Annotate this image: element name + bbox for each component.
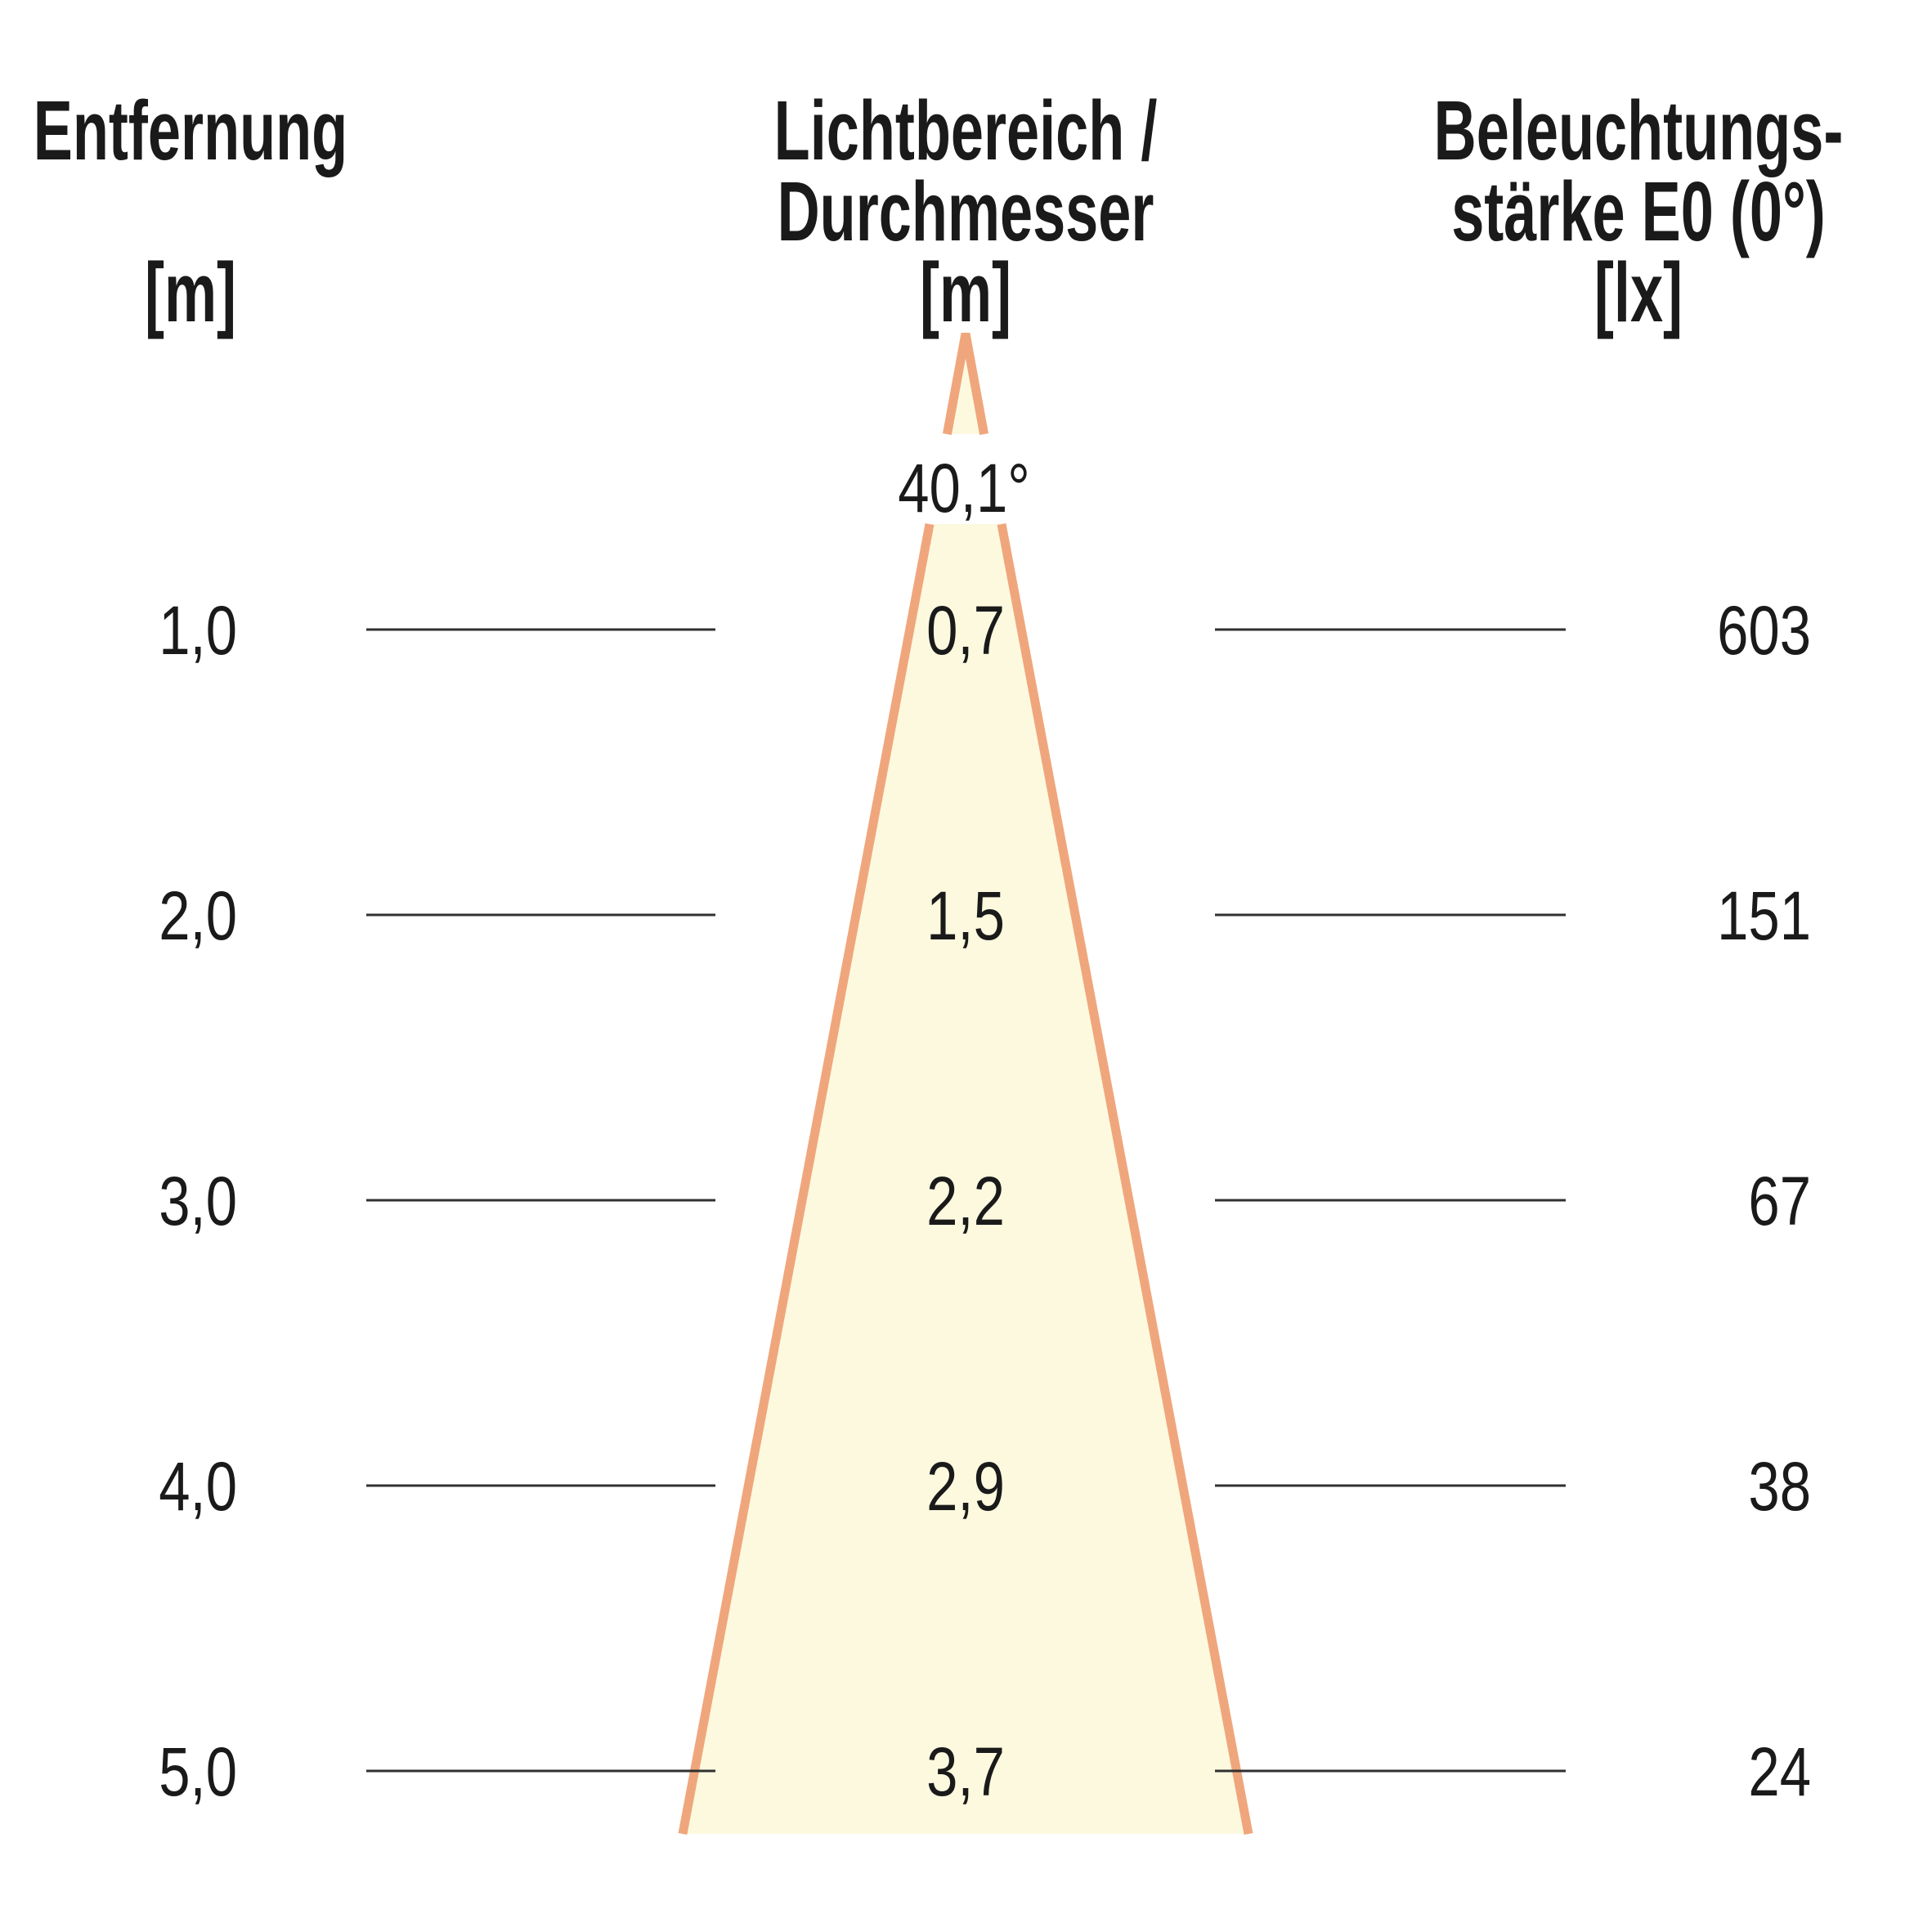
table-row: 4,0 2,9 38 — [159, 1449, 1811, 1526]
beam-angle-label: 40,1° — [898, 451, 1030, 527]
diameter-value: 2,2 — [926, 1163, 1005, 1240]
distance-value: 3,0 — [159, 1163, 237, 1240]
diameter-value: 2,9 — [926, 1449, 1005, 1526]
illuminance-column-title-line2: stärke E0 (0°) — [1451, 164, 1826, 258]
cone-apex-edges — [942, 333, 989, 435]
illuminance-column-title-line1: Beleuchtungs- — [1434, 83, 1844, 177]
distance-value: 2,0 — [159, 878, 237, 955]
cone-body-fill — [683, 524, 1248, 1834]
illuminance-value: 603 — [1717, 593, 1811, 670]
illuminance-value: 24 — [1748, 1734, 1811, 1811]
cone-left-edge — [678, 522, 935, 1836]
diameter-column-title-line1: Lichtbereich / — [774, 83, 1158, 177]
diameter-value: 1,5 — [926, 878, 1005, 955]
illuminance-value: 38 — [1748, 1449, 1811, 1526]
illuminance-value: 67 — [1748, 1163, 1811, 1240]
illuminance-column-unit: [lx] — [1594, 245, 1683, 339]
diameter-value: 3,7 — [926, 1734, 1005, 1811]
table-row: 1,0 0,7 603 — [159, 593, 1811, 670]
distance-column-title: Entfernung — [34, 83, 347, 177]
diameter-column-unit: [m] — [920, 245, 1011, 339]
distance-value: 4,0 — [159, 1449, 237, 1526]
table-row: 5,0 3,7 24 — [159, 1734, 1811, 1811]
distance-column-unit: [m] — [145, 245, 236, 339]
distance-value: 5,0 — [159, 1734, 237, 1811]
table-row: 3,0 2,2 67 — [159, 1163, 1811, 1240]
table-row: 2,0 1,5 151 — [159, 878, 1811, 955]
column-headers: Entfernung [m] Lichtbereich / Durchmesse… — [34, 83, 1844, 339]
cone-right-edge — [997, 522, 1253, 1836]
light-cone — [678, 333, 1253, 1836]
diameter-column-title-line2: Durchmesser — [778, 164, 1154, 258]
illuminance-value: 151 — [1717, 878, 1811, 955]
diameter-value: 0,7 — [926, 593, 1005, 670]
distance-value: 1,0 — [159, 593, 237, 670]
cone-apex-fill — [947, 334, 984, 434]
